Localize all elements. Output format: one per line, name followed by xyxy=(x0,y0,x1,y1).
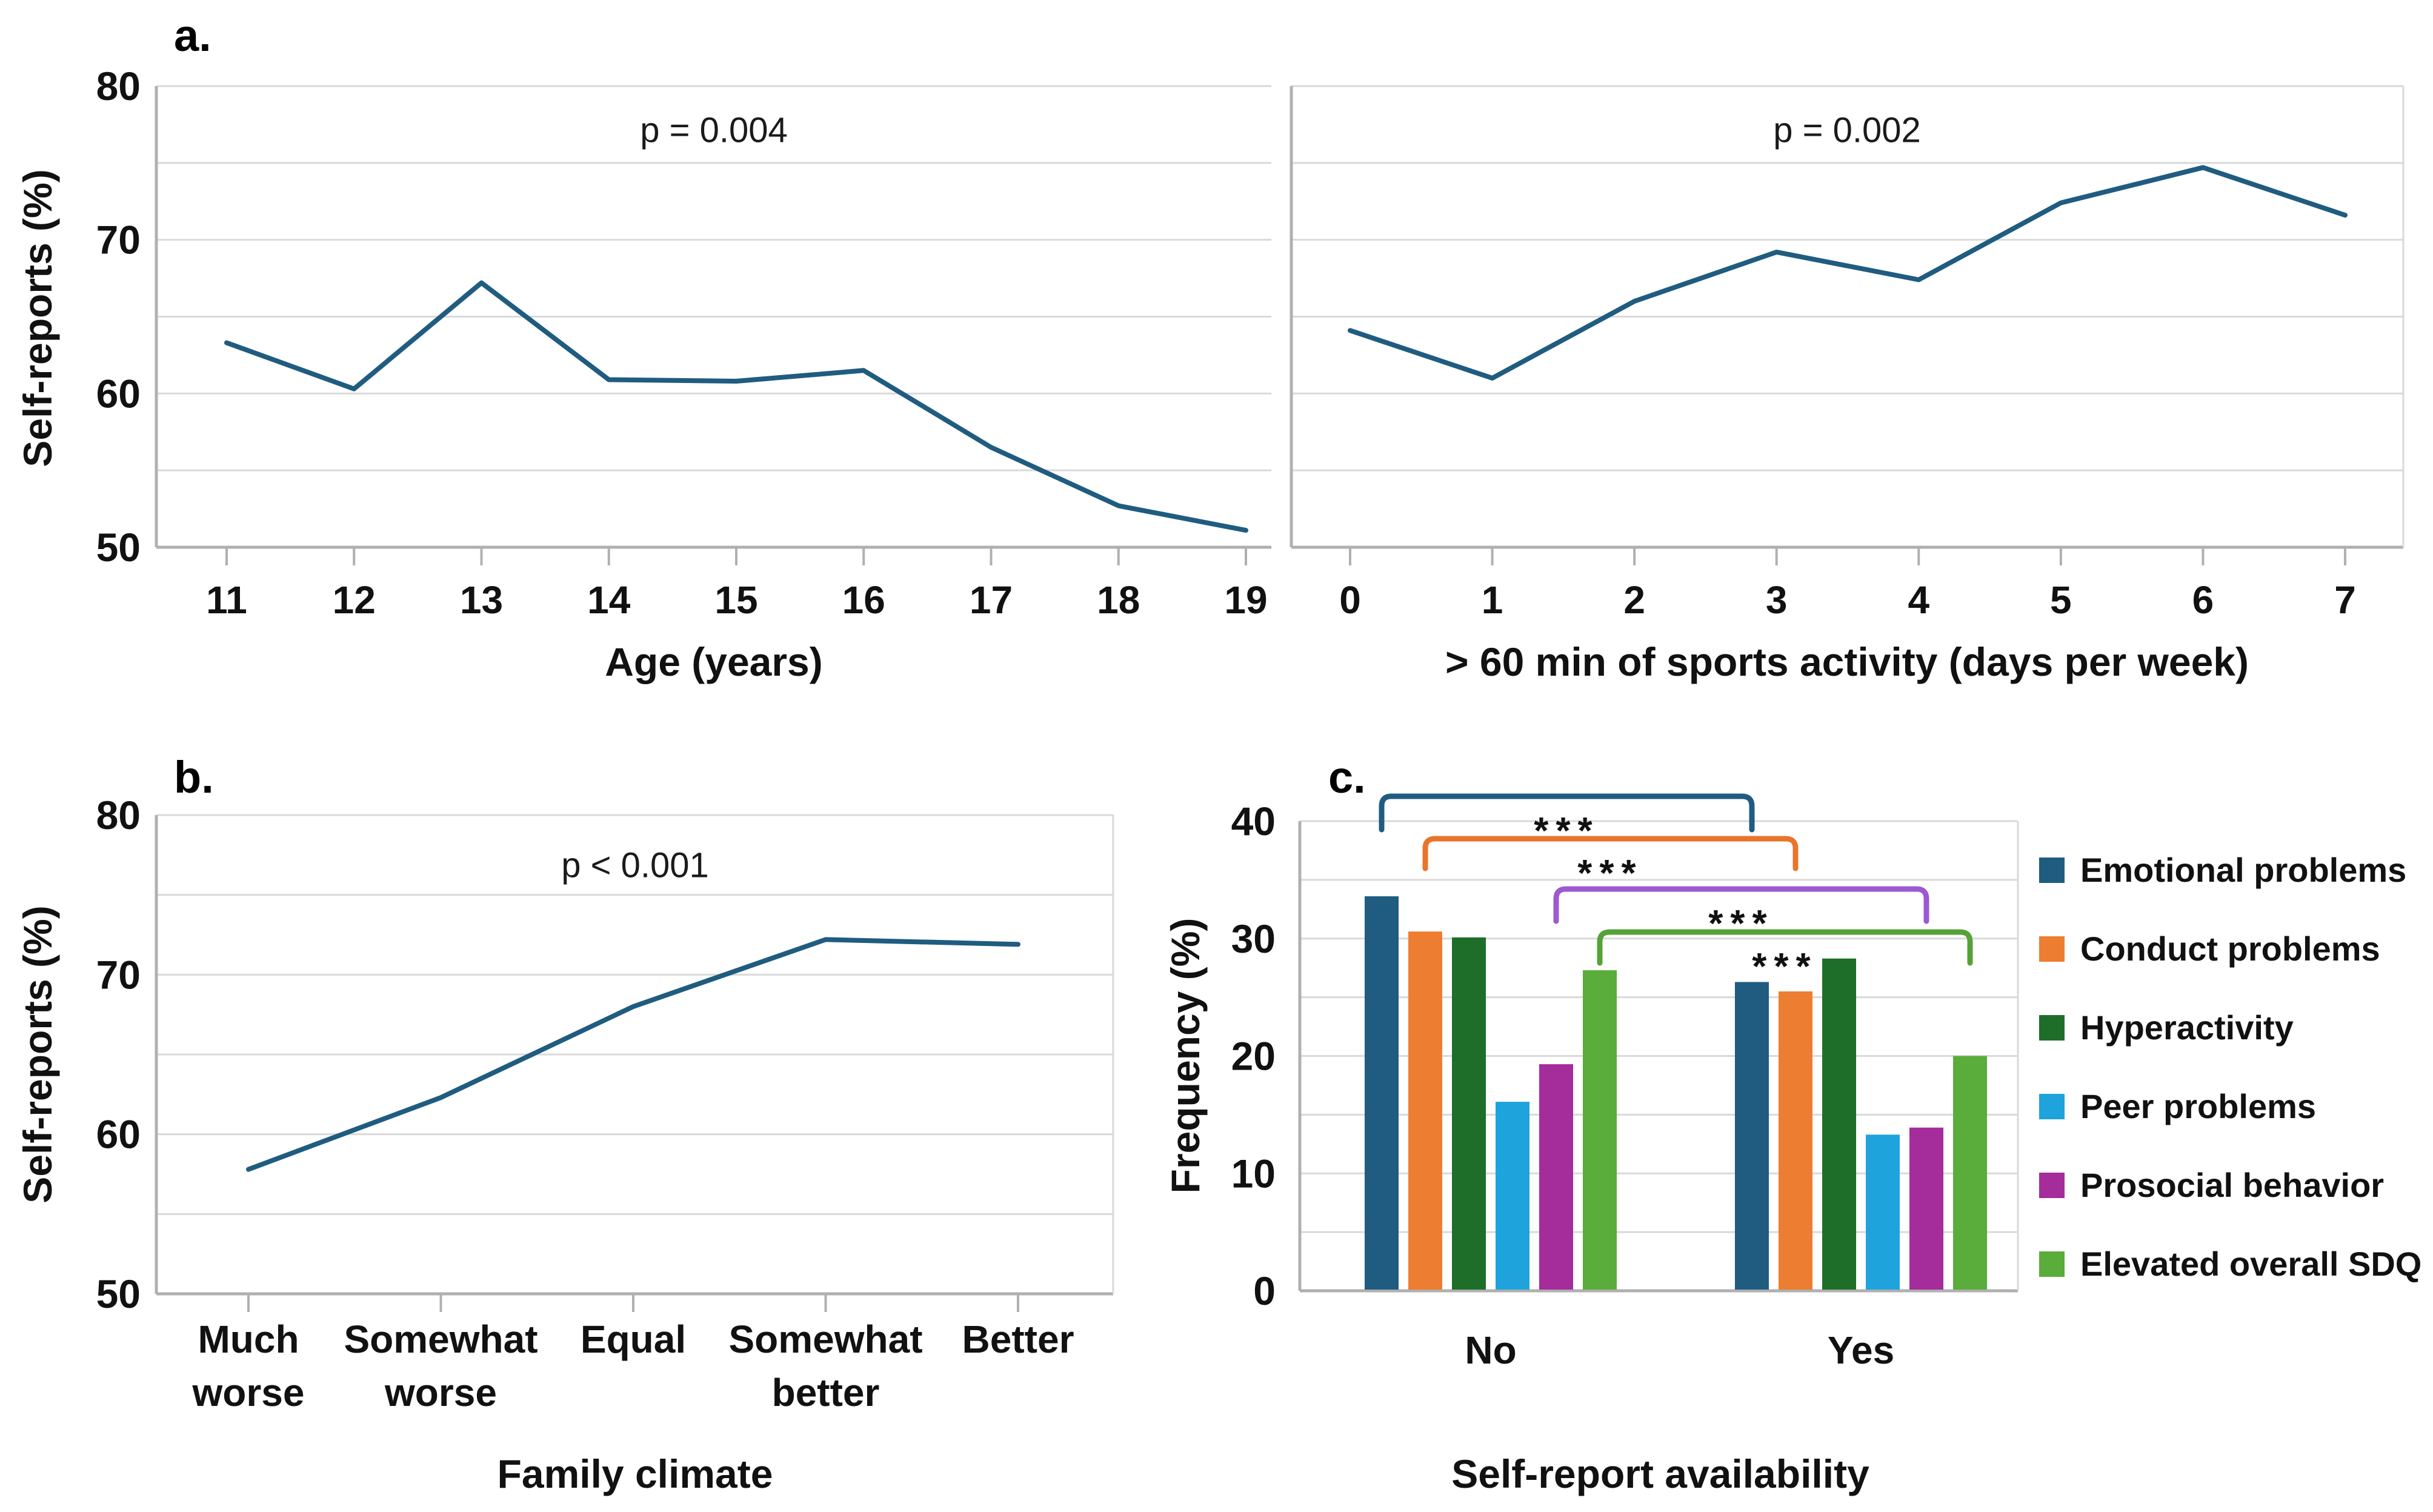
svg-text:Somewhat: Somewhat xyxy=(728,1317,922,1361)
svg-text:70: 70 xyxy=(96,952,141,997)
svg-text:Equal: Equal xyxy=(581,1317,686,1361)
svg-text:13: 13 xyxy=(460,578,503,622)
svg-text:Much: Much xyxy=(198,1317,299,1361)
svg-text:worse: worse xyxy=(192,1371,305,1414)
legend-label: Conduct problems xyxy=(2080,930,2380,968)
svg-text:14: 14 xyxy=(587,578,631,622)
panel-b-label: b. xyxy=(174,752,214,802)
panel-a-y-axis-title: Self-reports (%) xyxy=(15,169,60,467)
svg-text:0: 0 xyxy=(1339,578,1361,622)
legend-item: Prosocial behavior xyxy=(2039,1165,2384,1205)
svg-text:12: 12 xyxy=(333,578,376,622)
family-p-value: p < 0.001 xyxy=(561,845,709,885)
legend-item: Emotional problems xyxy=(2039,850,2406,890)
svg-text:6: 6 xyxy=(2192,578,2214,622)
svg-text:15: 15 xyxy=(714,578,757,622)
prosocial-behavior-swatch-icon xyxy=(2039,1172,2065,1198)
svg-text:Somewhat: Somewhat xyxy=(344,1317,538,1361)
svg-text:worse: worse xyxy=(384,1371,497,1414)
legend-item: Conduct problems xyxy=(2039,929,2380,968)
svg-text:Better: Better xyxy=(962,1317,1074,1361)
svg-text:4: 4 xyxy=(1908,578,1929,622)
svg-text:11: 11 xyxy=(206,578,247,622)
svg-text:80: 80 xyxy=(96,793,141,838)
conduct-problems-swatch-icon xyxy=(2039,936,2065,962)
svg-text:30: 30 xyxy=(1231,916,1276,961)
sports-p-value: p = 0.002 xyxy=(1773,110,1921,150)
legend-label: Peer problems xyxy=(2080,1087,2317,1125)
emotional-problems-swatch-icon xyxy=(2039,857,2065,883)
svg-text:50: 50 xyxy=(96,1271,141,1316)
legend-label: Elevated overall SDQ xyxy=(2080,1245,2422,1283)
svg-text:3: 3 xyxy=(1766,578,1788,622)
svg-text:***: *** xyxy=(1708,903,1774,945)
legend-item: Peer problems xyxy=(2039,1087,2316,1126)
svg-text:16: 16 xyxy=(842,578,885,622)
legend-item: Hyperactivity xyxy=(2039,1008,2294,1047)
legend-item: Elevated overall SDQ xyxy=(2039,1244,2421,1284)
elevated-overall-sdq-swatch-icon xyxy=(2039,1251,2065,1277)
svg-text:18: 18 xyxy=(1097,578,1140,622)
svg-text:Yes: Yes xyxy=(1828,1328,1894,1372)
age-p-value: p = 0.004 xyxy=(640,110,788,150)
legend-label: Hyperactivity xyxy=(2080,1008,2294,1047)
svg-text:5: 5 xyxy=(2050,578,2072,622)
panel-c-y-axis-title: Frequency (%) xyxy=(1163,918,1208,1194)
sports-x-axis-title: > 60 min of sports activity (days per we… xyxy=(1445,639,2249,684)
legend-label: Emotional problems xyxy=(2080,851,2407,889)
svg-text:No: No xyxy=(1465,1328,1516,1372)
age-x-axis-title: Age (years) xyxy=(605,639,823,684)
svg-text:10: 10 xyxy=(1231,1151,1276,1196)
svg-text:2: 2 xyxy=(1623,578,1645,622)
family-x-axis-title: Family climate xyxy=(497,1451,773,1496)
svg-text:60: 60 xyxy=(96,371,141,416)
panel-c-label: c. xyxy=(1328,752,1366,802)
svg-text:80: 80 xyxy=(96,64,141,108)
svg-text:7: 7 xyxy=(2334,578,2356,622)
panel-a-label: a. xyxy=(174,10,211,61)
svg-text:***: *** xyxy=(1534,810,1599,852)
hyperactivity-swatch-icon xyxy=(2039,1014,2065,1041)
svg-text:better: better xyxy=(772,1371,880,1414)
svg-text:***: *** xyxy=(1752,946,1817,988)
svg-text:19: 19 xyxy=(1224,578,1267,622)
svg-text:20: 20 xyxy=(1231,1034,1276,1079)
svg-text:60: 60 xyxy=(96,1112,141,1157)
svg-text:50: 50 xyxy=(96,525,141,570)
svg-text:40: 40 xyxy=(1231,799,1276,844)
svg-text:1: 1 xyxy=(1482,578,1503,622)
sdq-x-axis-title: Self-report availability xyxy=(1451,1451,1869,1496)
svg-text:70: 70 xyxy=(96,218,141,262)
peer-problems-swatch-icon xyxy=(2039,1093,2065,1119)
legend-label: Prosocial behavior xyxy=(2080,1166,2385,1204)
svg-text:17: 17 xyxy=(970,578,1013,622)
panel-b-y-axis-title: Self-reports (%) xyxy=(15,905,60,1204)
svg-text:0: 0 xyxy=(1253,1268,1276,1313)
